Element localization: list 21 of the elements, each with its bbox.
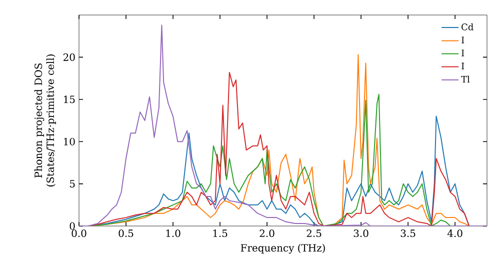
x-axis-title: Frequency (THz) [240, 244, 325, 254]
legend-label: I [462, 62, 464, 70]
y-tick-label: 15 [64, 96, 75, 104]
x-tick-label: 1.5 [213, 230, 228, 238]
y-tick-label: 5 [70, 180, 75, 188]
y-axis-title: Phonon projected DOS (States/THz·primitive cell) [34, 54, 56, 186]
legend-label: Cd [462, 23, 474, 30]
legend-label: Tl [461, 76, 470, 83]
x-tick-label: 0.5 [118, 230, 134, 238]
y-tick-label: 10 [64, 138, 75, 146]
x-tick-label: 0.0 [72, 230, 86, 238]
x-tick-label: 1.0 [166, 230, 180, 238]
x-tick-label: 2.0 [260, 230, 274, 238]
legend-label: I [462, 50, 464, 56]
x-tick-label: 4.0 [447, 230, 462, 238]
x-tick-label: 2.5 [306, 230, 322, 238]
legend-label: I [462, 36, 464, 44]
y-tick-label: 20 [63, 53, 75, 61]
x-tick-label: 3.0 [354, 230, 368, 238]
x-tick-label: 3.5 [400, 230, 416, 238]
y-tick-label: 0 [70, 222, 75, 230]
